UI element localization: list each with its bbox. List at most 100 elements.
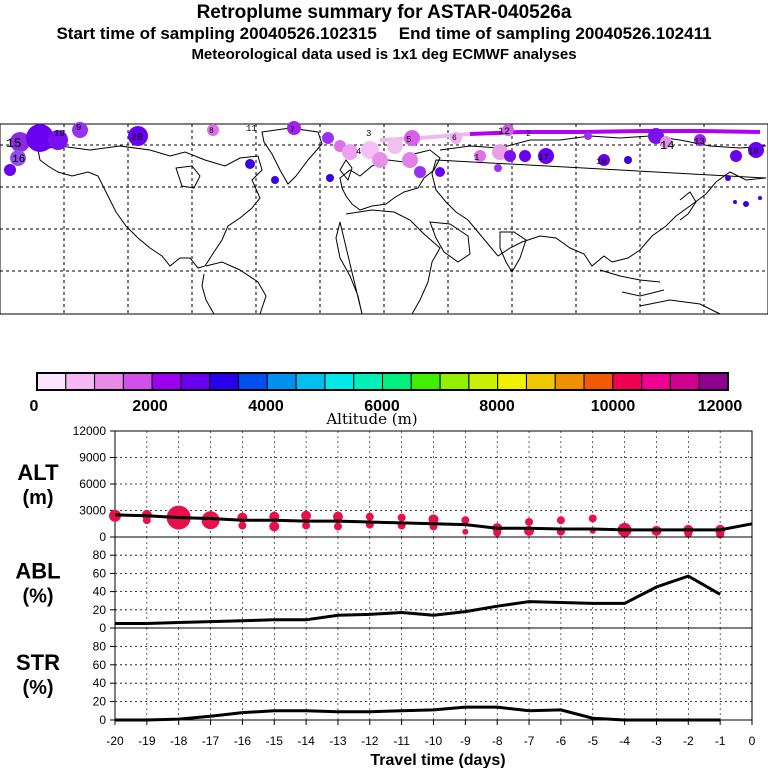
- colorbar-swatch: [669, 372, 700, 391]
- x-tick-label: -8: [492, 734, 503, 748]
- greenland-outline: [261, 127, 323, 185]
- plume-marker: [538, 148, 554, 164]
- y-tick-label: 0: [99, 621, 106, 635]
- end-time-label: End time of sampling 20040526.102411: [398, 24, 712, 43]
- map-frame: [0, 123, 768, 315]
- plume-marker: [758, 196, 762, 200]
- plume-marker: [748, 142, 764, 158]
- altitude-point: [588, 514, 597, 523]
- plume-label: 19: [748, 147, 759, 157]
- plume-label: 18: [596, 157, 607, 167]
- plume-marker: [725, 175, 731, 181]
- plume-marker: [502, 124, 514, 136]
- colorbar-swatch: [382, 372, 412, 391]
- plume-label: 14: [660, 139, 674, 153]
- colorbar-swatch: [583, 372, 614, 391]
- plume-marker: [26, 124, 54, 152]
- plume-marker: [519, 150, 531, 162]
- chart-title: Retroplume summary for ASTAR-040526a: [196, 2, 572, 23]
- plume-label: 12: [498, 127, 510, 138]
- start-time-label: Start time of sampling 20040526.102315: [56, 24, 377, 43]
- plume-label: 13: [694, 137, 705, 147]
- colorbar-swatch: [641, 372, 671, 391]
- colorbar-tick: 8000: [479, 398, 515, 415]
- india-outline: [499, 231, 527, 273]
- panel-alt: 0 3000 6000 9000 12000 ALT(m): [17, 424, 753, 544]
- plume-marker: [694, 134, 706, 146]
- colorbar-swatch: [554, 372, 585, 391]
- colorbar-label: Altitude (m): [325, 410, 417, 428]
- plume-label: 3: [366, 129, 371, 139]
- plume-marker: [402, 152, 418, 168]
- plume-marker: [598, 154, 610, 166]
- y-tick-label: 0: [99, 530, 106, 544]
- time-series-panels: 030006000900012000ALT(m)020406080ABL(%)0…: [15, 424, 755, 748]
- plume-marker: [372, 152, 388, 168]
- x-tick-label: -4: [619, 734, 630, 748]
- x-tick-label: -13: [329, 734, 347, 748]
- colorbar-swatch: [612, 372, 643, 391]
- plume-marker: [245, 159, 255, 169]
- plume-label: 11: [246, 124, 257, 134]
- y-tick-label: 60: [93, 658, 107, 672]
- plume-marker: [730, 150, 742, 162]
- x-tick-label: -5: [587, 734, 598, 748]
- plume-label: 15: [6, 136, 22, 151]
- plume-label: 2: [526, 130, 531, 139]
- colorbar-swatch: [238, 372, 268, 391]
- panel-ylabel-unit: (m): [22, 487, 53, 509]
- series-line-str: [115, 705, 721, 722]
- colorbar-swatch: [122, 372, 153, 391]
- x-axis-label: Travel time (days): [370, 752, 505, 768]
- plume-label: 9: [76, 123, 81, 133]
- colorbar-swatch: [698, 372, 729, 391]
- x-tick-label: -15: [266, 734, 284, 748]
- plume-marker: [322, 132, 334, 144]
- indonesia-outline: [599, 269, 665, 297]
- colorbar-swatch: [324, 372, 355, 391]
- x-tick-label: -3: [651, 734, 662, 748]
- south-america-outline: [201, 261, 267, 315]
- colorbar-swatch: [180, 372, 211, 391]
- plume-label: 8: [209, 127, 214, 136]
- plume-marker: [435, 167, 445, 177]
- plume-marker: [48, 130, 68, 150]
- x-tick-label: -9: [460, 734, 471, 748]
- colorbar-swatch: [410, 372, 441, 391]
- x-tick-label: -2: [683, 734, 694, 748]
- plume-label: 10: [54, 129, 65, 139]
- altitude-colorbar: [36, 372, 729, 391]
- plume-marker: [128, 126, 148, 146]
- plume-marker: [4, 164, 16, 176]
- plume-marker: [271, 176, 279, 184]
- sampling-times: Start time of sampling 20040526.102315 En…: [0, 24, 768, 44]
- plume-label: 20: [131, 133, 143, 144]
- x-tick-label: -17: [202, 734, 220, 748]
- series-line-alt: [114, 513, 753, 532]
- colorbar-swatch: [65, 372, 96, 391]
- altitude-point: [525, 517, 534, 526]
- altitude-point: [462, 528, 469, 535]
- plume-marker: [648, 128, 664, 144]
- japan-outline: [679, 191, 697, 221]
- colorbar-swatch: [151, 372, 182, 391]
- altitude-point: [302, 521, 311, 530]
- colorbar-tick: 6000: [364, 398, 400, 415]
- plume-marker: [450, 132, 462, 144]
- plume-marker: [584, 132, 592, 140]
- plume-markers: [4, 121, 764, 207]
- plume-marker: [414, 166, 426, 178]
- plume-label: 7: [290, 126, 295, 135]
- altitude-point: [269, 521, 280, 532]
- altitude-point: [201, 511, 220, 530]
- x-tick-label: -12: [361, 734, 379, 748]
- altitude-point: [461, 516, 470, 525]
- x-tick-label: -6: [556, 734, 567, 748]
- colorbar-swatch: [353, 372, 384, 391]
- y-tick-label: 20: [93, 603, 107, 617]
- plume-map: 15 16 10 9 20 8 11 7 14 13 12 5 4 3 2 6 …: [0, 121, 768, 315]
- colorbar-tick: 2000: [132, 398, 168, 415]
- hudson-bay-outline: [175, 165, 201, 189]
